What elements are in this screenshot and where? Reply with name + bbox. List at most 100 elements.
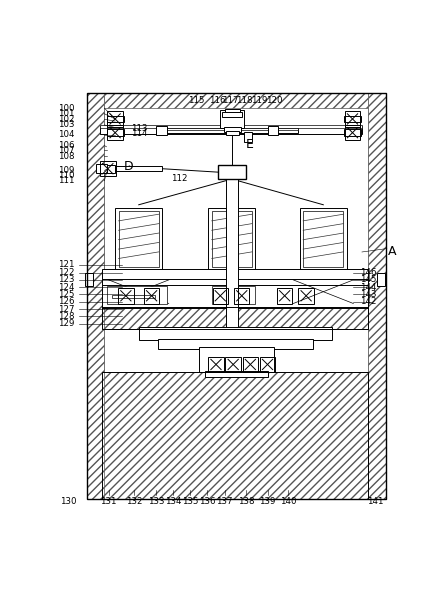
Text: A: A <box>388 245 396 259</box>
Text: 123: 123 <box>58 276 74 285</box>
Bar <box>100 126 362 134</box>
Bar <box>345 111 360 127</box>
Bar <box>108 111 123 127</box>
Bar <box>208 208 255 270</box>
Bar <box>267 126 278 135</box>
Text: 101: 101 <box>58 109 74 118</box>
Bar <box>119 274 158 279</box>
Text: 107: 107 <box>58 146 74 155</box>
Bar <box>165 127 298 130</box>
Bar <box>298 270 349 276</box>
Bar <box>100 161 116 177</box>
Text: 122: 122 <box>58 268 74 277</box>
Text: 132: 132 <box>126 497 143 506</box>
Text: 106: 106 <box>58 141 74 150</box>
Text: 138: 138 <box>238 497 254 506</box>
Text: 127: 127 <box>58 305 74 314</box>
Bar <box>368 93 385 499</box>
Bar <box>222 112 242 117</box>
Text: 113: 113 <box>131 124 147 133</box>
Text: 103: 103 <box>58 120 74 129</box>
Bar <box>112 295 155 299</box>
Bar <box>243 357 258 372</box>
Bar <box>102 372 368 499</box>
Bar <box>344 129 361 136</box>
Text: 144: 144 <box>360 283 376 292</box>
Text: 133: 133 <box>148 497 164 506</box>
Bar <box>87 93 383 108</box>
Bar <box>111 166 162 171</box>
Text: 111: 111 <box>58 176 74 185</box>
Text: 118: 118 <box>235 97 252 106</box>
Bar <box>107 129 124 136</box>
Bar <box>303 211 343 267</box>
Bar <box>212 287 254 304</box>
Text: 125: 125 <box>58 290 74 299</box>
Bar <box>234 288 249 304</box>
Text: 114: 114 <box>131 129 147 138</box>
Bar <box>304 274 343 279</box>
Text: 129: 129 <box>58 319 74 328</box>
Text: E: E <box>246 138 254 151</box>
Text: 119: 119 <box>251 97 267 106</box>
Bar <box>299 288 314 304</box>
Bar <box>107 115 124 122</box>
Bar <box>220 110 244 127</box>
Text: 140: 140 <box>280 497 296 506</box>
Text: 100: 100 <box>58 104 74 113</box>
Text: 126: 126 <box>58 297 74 307</box>
Bar <box>368 93 385 499</box>
Text: 139: 139 <box>259 497 276 506</box>
Text: 142: 142 <box>360 297 376 307</box>
Bar <box>213 274 251 279</box>
Bar <box>244 132 252 141</box>
Bar <box>144 288 159 304</box>
Bar <box>118 211 159 267</box>
Bar <box>225 109 240 112</box>
Text: 112: 112 <box>171 174 187 183</box>
Text: 109: 109 <box>58 166 74 175</box>
Text: D: D <box>124 160 133 172</box>
Text: 104: 104 <box>58 131 74 140</box>
Text: 137: 137 <box>216 497 233 506</box>
Bar <box>300 208 347 270</box>
Bar <box>102 279 368 285</box>
Bar <box>115 208 162 270</box>
Bar <box>87 93 105 499</box>
Bar <box>226 131 239 135</box>
Bar <box>158 339 313 348</box>
Bar <box>107 287 167 304</box>
Bar <box>96 164 107 173</box>
Bar <box>344 115 361 122</box>
Bar <box>208 357 224 372</box>
Text: 143: 143 <box>360 290 376 299</box>
Text: 128: 128 <box>58 312 74 321</box>
Bar <box>102 284 368 308</box>
Bar <box>165 128 298 133</box>
Bar <box>139 327 332 340</box>
Bar <box>199 347 274 372</box>
Bar <box>87 93 385 499</box>
Bar <box>205 371 267 378</box>
Bar <box>105 165 115 172</box>
Text: 116: 116 <box>209 97 225 106</box>
Bar <box>102 269 368 280</box>
Bar <box>218 165 246 179</box>
Bar <box>87 484 383 499</box>
Bar <box>260 357 275 372</box>
Bar <box>226 175 238 329</box>
Bar <box>108 125 123 140</box>
Text: 102: 102 <box>58 115 74 124</box>
Bar <box>102 307 368 329</box>
Bar <box>206 270 257 276</box>
Text: 135: 135 <box>182 497 198 506</box>
Text: 108: 108 <box>58 152 74 161</box>
Bar <box>100 126 362 127</box>
Bar <box>212 211 252 267</box>
Bar <box>102 372 368 499</box>
Text: 145: 145 <box>360 276 376 285</box>
Text: 130: 130 <box>60 497 76 506</box>
Text: 115: 115 <box>188 97 205 106</box>
Text: 120: 120 <box>266 97 282 106</box>
Text: 124: 124 <box>58 283 74 292</box>
